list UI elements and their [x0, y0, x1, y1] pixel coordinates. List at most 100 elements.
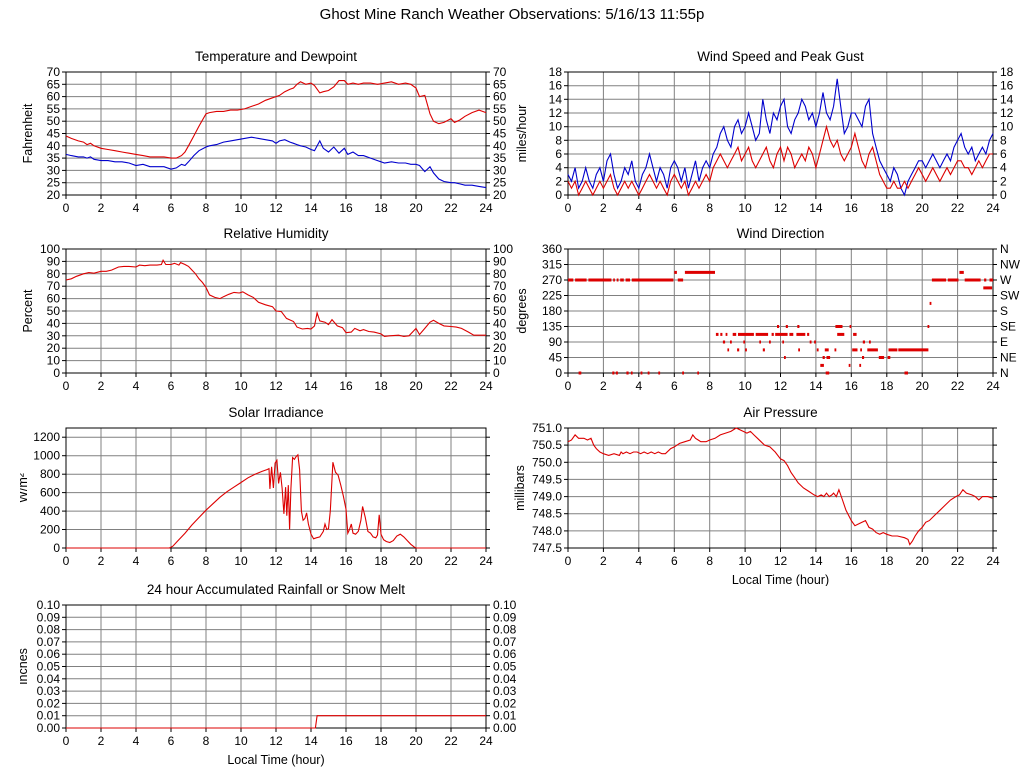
temperature-dewpoint-plot: Temperature and Dewpoint2025303540455055… [21, 49, 507, 215]
y-tick-label: 748.0 [532, 524, 562, 538]
y-tick-label-right: 60 [493, 292, 507, 306]
x-tick-label: 14 [809, 554, 823, 568]
x-tick-label: 22 [951, 201, 965, 215]
x-tick-label: 20 [916, 554, 930, 568]
y-tick-label-right: 0.08 [493, 623, 517, 637]
chart-title: Solar Irradiance [228, 405, 323, 420]
x-tick-label: 0 [565, 379, 572, 393]
chart-title: Air Pressure [743, 405, 817, 420]
chart-wind-direction: Wind Direction 0 45 90 135 180 225 270 315 360 N NE… [512, 222, 1024, 398]
chart-temperature-dewpoint: Temperature and Dewpoint 20 25 30 35 40 45 50 55… [20, 44, 520, 220]
y-tick-label: 4 [555, 161, 562, 175]
y-tick-label: 135 [542, 320, 562, 334]
x-tick-label: 10 [738, 554, 752, 568]
y-tick-label: 600 [40, 486, 60, 500]
y-tick-label-right: 50 [493, 114, 507, 128]
y-tick-label: 1200 [33, 430, 60, 444]
y-tick-label: 0.10 [37, 598, 61, 612]
x-tick-label: 18 [880, 201, 894, 215]
series-solar-irradiance [66, 453, 486, 549]
x-tick-label: 0 [63, 554, 70, 568]
y-tick-label-right: 6 [1000, 147, 1007, 161]
y-tick-label-right: 12 [1000, 106, 1014, 120]
x-tick-label: 12 [774, 554, 788, 568]
y-tick-label: 100 [40, 242, 60, 256]
y-tick-label: 751.0 [532, 421, 562, 435]
x-tick-label: 2 [98, 734, 105, 748]
y-tick-label: 90 [47, 254, 61, 268]
x-tick-label: 10 [234, 734, 248, 748]
y-tick-label: 60 [47, 90, 61, 104]
y-tick-label-right: E [1000, 335, 1008, 349]
x-tick-label: 16 [845, 554, 859, 568]
y-axis-label: Percent [21, 289, 35, 333]
x-tick-label: 24 [479, 734, 493, 748]
y-tick-label-right: W [1000, 273, 1012, 287]
y-tick-label-right: 8 [1000, 133, 1007, 147]
series-wind-speed [567, 124, 993, 197]
y-tick-label: 749.0 [532, 490, 562, 504]
x-tick-label: 6 [168, 734, 175, 748]
x-tick-label: 4 [635, 379, 642, 393]
y-tick-label-right: 0.04 [493, 672, 517, 686]
y-tick-label-right: 0.09 [493, 610, 517, 624]
y-tick-label-right: 40 [493, 139, 507, 153]
y-tick-label: 0.06 [37, 647, 61, 661]
y-tick-label: 6 [555, 147, 562, 161]
y-tick-label-right: 0.02 [493, 696, 517, 710]
x-tick-label: 12 [269, 201, 283, 215]
y-tick-label: 45 [549, 351, 563, 365]
x-tick-label: 6 [671, 201, 678, 215]
x-tick-label: 2 [600, 379, 607, 393]
y-tick-label: 0.04 [37, 672, 61, 686]
series-peak-gust [567, 78, 994, 197]
x-tick-label: 18 [374, 734, 388, 748]
x-tick-label: 14 [809, 379, 823, 393]
y-tick-label-right: 40 [493, 316, 507, 330]
x-tick-label: 22 [951, 379, 965, 393]
x-tick-label: 18 [880, 554, 894, 568]
x-tick-label: 24 [986, 379, 1000, 393]
y-axis-label: Inches [20, 648, 30, 685]
y-axis-label: miles/hour [515, 105, 529, 163]
x-tick-label: 18 [374, 201, 388, 215]
y-tick-label: 225 [542, 289, 562, 303]
y-tick-label-right: 60 [493, 90, 507, 104]
x-tick-label: 24 [479, 201, 493, 215]
y-tick-label: 80 [47, 267, 61, 281]
y-tick-label-right: 0.06 [493, 647, 517, 661]
series-air-pressure [567, 427, 994, 546]
y-tick-label-right: 55 [493, 102, 507, 116]
x-tick-label: 12 [774, 379, 788, 393]
y-tick-label: 0.07 [37, 635, 61, 649]
series-relative-humidity [65, 258, 486, 337]
y-tick-label-right: 50 [493, 304, 507, 318]
x-tick-label: 10 [234, 554, 248, 568]
y-tick-label: 750.5 [532, 438, 562, 452]
y-tick-label-right: NW [1000, 258, 1021, 272]
y-tick-label: 30 [47, 329, 61, 343]
y-tick-label: 0 [53, 541, 60, 555]
x-tick-label: 2 [98, 554, 105, 568]
y-tick-label-right: 4 [1000, 161, 1007, 175]
x-tick-label: 10 [234, 201, 248, 215]
y-tick-label-right: SE [1000, 320, 1016, 334]
y-tick-label: 8 [555, 133, 562, 147]
y-tick-label: 55 [47, 102, 61, 116]
x-tick-label: 2 [98, 379, 105, 393]
x-tick-label: 14 [304, 379, 318, 393]
x-tick-label: 16 [339, 201, 353, 215]
y-tick-label-right: 90 [493, 254, 507, 268]
x-tick-label: 4 [133, 554, 140, 568]
x-tick-label: 12 [269, 734, 283, 748]
y-tick-label: 0.02 [37, 696, 61, 710]
y-tick-label: 270 [542, 273, 562, 287]
y-tick-label: 360 [542, 242, 562, 256]
wind-speed-gust-plot: Wind Speed and Peak Gust0246810121416180… [515, 49, 1014, 215]
chart-air-pressure: Air Pressure 747.5 748.0 748.5 749.0 749.5 750… [512, 400, 1024, 586]
y-tick-label-right: 25 [493, 176, 507, 190]
x-tick-label: 0 [565, 554, 572, 568]
x-tick-label: 14 [304, 201, 318, 215]
rainfall-plot: 24 hour Accumulated Rainfall or Snow Mel… [20, 582, 517, 767]
y-axis-label: millibars [513, 465, 527, 511]
